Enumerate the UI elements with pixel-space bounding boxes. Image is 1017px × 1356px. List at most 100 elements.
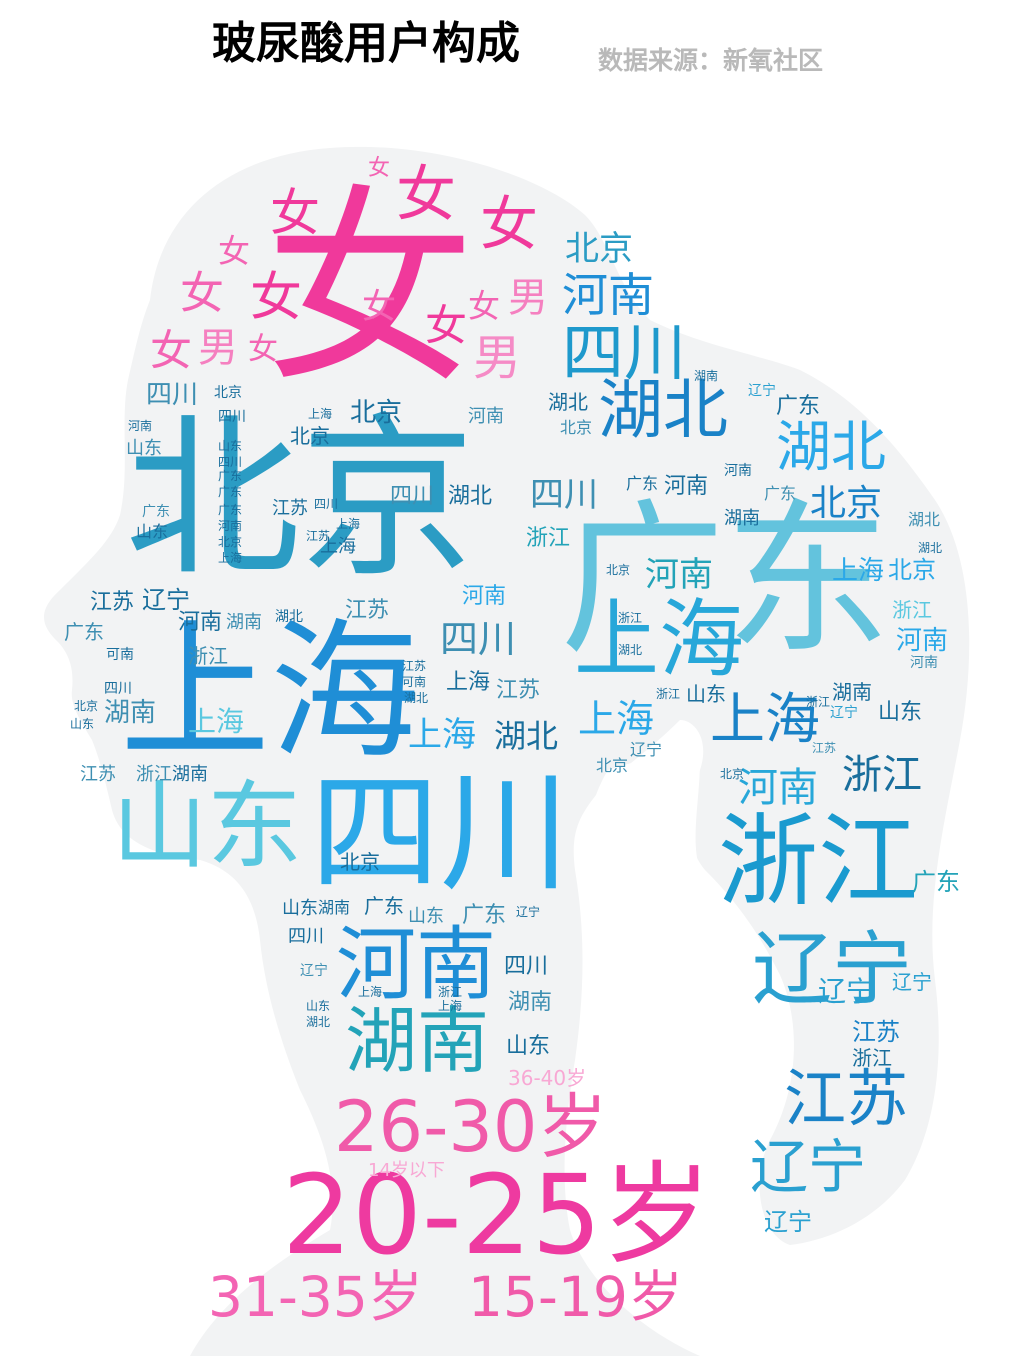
cloud-word: 四川	[440, 617, 517, 661]
cloud-word: 山东	[126, 438, 162, 459]
cloud-word: 山东	[408, 906, 444, 927]
cloud-word: 辽宁	[830, 705, 858, 721]
cloud-word: 湖北	[404, 691, 429, 705]
cloud-word: 浙江	[526, 526, 571, 551]
cloud-word: 可南	[402, 675, 427, 689]
cloud-word: 辽宁	[630, 740, 663, 759]
cloud-word: 湖北	[275, 609, 303, 625]
cloud-word: 北京	[606, 563, 631, 577]
cloud-word: 北京	[340, 850, 380, 874]
cloud-word: 广东	[776, 394, 821, 419]
cloud-word: 四川	[530, 475, 598, 515]
cloud-word: 广东	[626, 474, 659, 493]
cloud-word: 浙江	[656, 687, 681, 701]
page-title: 玻尿酸用户构成	[212, 18, 520, 69]
cloud-word: 20-25岁	[282, 1151, 712, 1279]
cloud-word: 江苏	[852, 1018, 900, 1046]
cloud-word: 湖南	[694, 369, 719, 383]
data-source-note: 数据来源：新氧社区	[598, 46, 824, 75]
cloud-word: 河南	[468, 406, 504, 427]
cloud-word: 湖南	[318, 898, 351, 917]
cloud-word: 江苏	[496, 678, 541, 703]
cloud-word: 河南	[910, 655, 938, 671]
cloud-word: 河南	[336, 918, 496, 1011]
cloud-word: 女	[150, 326, 193, 375]
cloud-word: 女	[362, 287, 396, 327]
cloud-word: 河南	[724, 463, 752, 479]
cloud-word: 女	[425, 301, 468, 350]
cloud-word: 女	[270, 184, 320, 242]
cloud-word: 北京	[74, 699, 99, 713]
cloud-word: 浙江	[842, 752, 922, 798]
cloud-word: 北京	[888, 556, 936, 584]
cloud-word: 浙江	[892, 598, 932, 622]
cloud-word: 女	[265, 167, 476, 412]
cloud-word: 河南	[738, 765, 818, 811]
cloud-word: 北京	[596, 756, 629, 775]
cloud-word: 江苏	[812, 741, 837, 755]
cloud-word: 上海	[218, 551, 243, 565]
cloud-word: 辽宁	[142, 586, 190, 614]
cloud-word: 四川	[314, 497, 339, 511]
cloud-word: 辽宁	[748, 383, 776, 399]
cloud-word: 湖北	[598, 373, 729, 448]
cloud-word: 江苏	[90, 590, 135, 615]
cloud-word: 上海	[320, 536, 356, 557]
cloud-word: 山东	[878, 700, 923, 725]
cloud-word: 四川	[146, 380, 199, 410]
cloud-word: 山东	[218, 439, 243, 453]
cloud-word: 浙江	[136, 764, 172, 785]
cloud-word: 四川	[218, 455, 243, 469]
cloud-word: 山东	[112, 772, 303, 882]
cloud-word: 江苏	[345, 598, 390, 623]
cloud-word: 河南	[562, 268, 654, 322]
cloud-word: 浙江	[438, 985, 463, 999]
cloud-word: 女	[396, 160, 456, 230]
silhouette-shape	[44, 146, 970, 1356]
cloud-word: 四川	[504, 954, 549, 979]
cloud-word: 广东	[364, 894, 404, 918]
cloud-word: 山东	[306, 999, 331, 1013]
cloud-word: 湖南	[345, 999, 490, 1083]
cloud-word: 广东	[64, 620, 104, 644]
cloud-word: 四川	[288, 926, 324, 947]
cloud-word: 河南	[664, 474, 709, 499]
cloud-word: 上海	[438, 999, 463, 1013]
cloud-word: 四川	[390, 484, 435, 509]
cloud-word: 江苏	[272, 498, 308, 519]
cloud-word: 湖南	[226, 612, 262, 633]
cloud-word: 31-35岁	[208, 1265, 423, 1329]
cloud-word: 湖北	[908, 510, 941, 529]
cloud-word: 湖北	[776, 415, 887, 479]
cloud-word: 湖北	[548, 390, 588, 414]
cloud-word: 湖南	[104, 698, 157, 728]
cloud-word: 广东	[462, 903, 507, 928]
cloud-word: 辽宁	[818, 975, 875, 1008]
cloud-word: 北京	[560, 418, 593, 437]
cloud-word: 广东	[912, 868, 960, 896]
cloud-word: 广东	[560, 484, 890, 676]
cloud-word: 上海	[188, 705, 245, 738]
cloud-word: 北京	[720, 767, 745, 781]
cloud-word: 女	[480, 190, 539, 258]
cloud-word: 男	[473, 330, 522, 386]
cloud-word: 河南	[645, 555, 713, 595]
cloud-word: 15-19岁	[468, 1265, 683, 1329]
cloud-word: 上海	[446, 670, 491, 695]
cloud-word: 26-30岁	[334, 1086, 608, 1168]
cloud-word: 辽宁	[750, 1133, 867, 1201]
cloud-word: 江苏	[306, 529, 331, 543]
cloud-word: 上海	[578, 697, 655, 741]
cloud-word: 山东	[70, 717, 95, 731]
cloud-word: 北京	[565, 229, 633, 269]
cloud-word: 湖北	[494, 717, 559, 755]
cloud-word: 湖北	[448, 484, 493, 509]
cloud-word: 辽宁	[300, 963, 328, 979]
cloud-word: 四川	[562, 316, 687, 389]
cloud-word: 河南	[218, 519, 243, 533]
cloud-word: 四川	[218, 409, 246, 425]
cloud-word: 浙江	[618, 611, 643, 625]
cloud-word: 广东	[142, 504, 170, 520]
